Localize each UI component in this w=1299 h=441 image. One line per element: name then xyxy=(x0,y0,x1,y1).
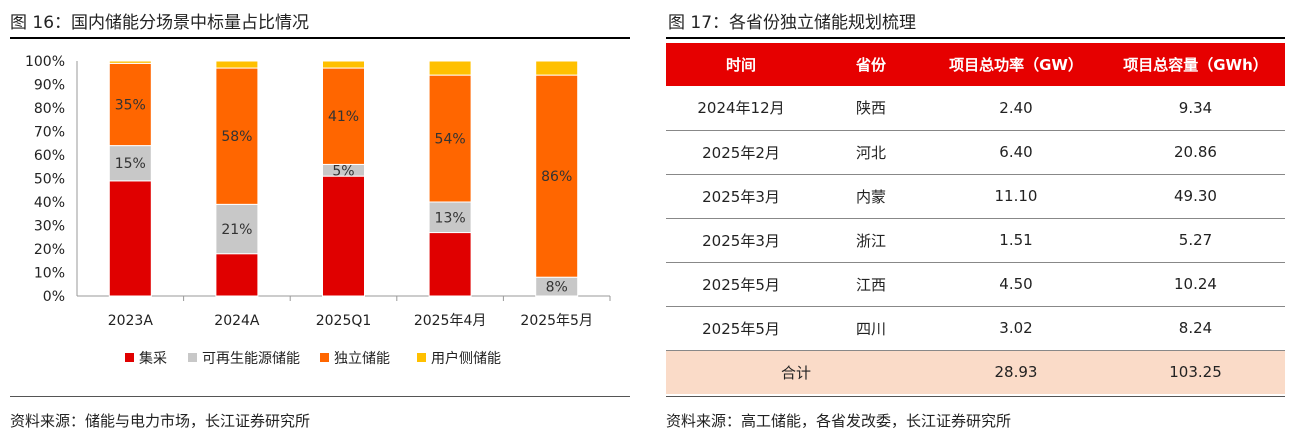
stacked-bar-chart: 0% 10% 20% 30% 40% 50% 60% 70% 80% 90% 100% 15% 35% 2… xyxy=(25,54,611,367)
data-label: 21% xyxy=(221,222,252,238)
y-tick-label: 40% xyxy=(34,195,65,211)
storage-plan-table: 时间 省份 项目总功率（GW） 项目总容量（GWh） 2024年12月 陕西 2… xyxy=(666,43,1285,394)
y-tick-label: 0% xyxy=(43,289,65,305)
cell-power: 6.40 xyxy=(926,130,1106,175)
table-row: 2025年3月 内蒙 11.10 49.30 xyxy=(666,174,1285,219)
cell-capacity: 9.34 xyxy=(1106,86,1285,131)
bar-segment xyxy=(215,60,259,69)
y-tick-label: 60% xyxy=(34,148,65,164)
cell-province: 江西 xyxy=(816,262,926,307)
data-label: 86% xyxy=(541,169,572,185)
bar-segment xyxy=(428,232,472,297)
table-row: 2025年5月 江西 4.50 10.24 xyxy=(666,262,1285,307)
bar-segment xyxy=(535,60,579,76)
cell-capacity: 8.24 xyxy=(1106,306,1285,351)
legend-label: 独立储能 xyxy=(334,351,390,367)
cell-power: 3.02 xyxy=(926,306,1106,351)
left-source-rule xyxy=(10,396,630,397)
bar-segment xyxy=(108,145,152,182)
table-row: 2025年3月 浙江 1.51 5.27 xyxy=(666,218,1285,263)
table-row: 2025年2月 河北 6.40 20.86 xyxy=(666,130,1285,175)
bar-segment xyxy=(428,60,472,76)
y-tick-label: 10% xyxy=(34,266,65,282)
legend-swatch xyxy=(320,353,329,362)
total-capacity: 103.25 xyxy=(1106,350,1285,394)
cell-province: 内蒙 xyxy=(816,174,926,219)
header-province: 省份 xyxy=(816,43,926,86)
data-label: 41% xyxy=(328,109,359,125)
cell-capacity: 10.24 xyxy=(1106,262,1285,307)
cell-time: 2025年2月 xyxy=(666,130,816,175)
legend-label: 用户侧储能 xyxy=(431,350,501,367)
cell-power: 1.51 xyxy=(926,218,1106,263)
cell-province: 河北 xyxy=(816,130,926,175)
y-tick-label: 50% xyxy=(34,172,65,188)
x-tick-label: 2025年5月 xyxy=(520,313,593,329)
cell-capacity: 20.86 xyxy=(1106,130,1285,175)
bar-segment xyxy=(322,67,365,165)
bar-segment xyxy=(215,67,259,205)
legend-label: 集采 xyxy=(139,350,167,367)
cell-power: 2.40 xyxy=(926,86,1106,131)
y-tick-label: 100% xyxy=(25,54,65,70)
cell-time: 2025年5月 xyxy=(666,262,816,307)
header-time: 时间 xyxy=(666,43,816,86)
table-row: 2025年5月 四川 3.02 8.24 xyxy=(666,306,1285,351)
x-tick-label: 2025Q1 xyxy=(316,313,372,329)
right-title-rule xyxy=(666,37,1285,39)
y-tick-label: 30% xyxy=(34,219,65,235)
left-figure-source: 资料来源：储能与电力市场，长江证券研究所 xyxy=(10,412,311,430)
bar-segment xyxy=(428,201,472,234)
cell-time: 2024年12月 xyxy=(666,86,816,131)
table-header-row: 时间 省份 项目总功率（GW） 项目总容量（GWh） xyxy=(666,43,1285,86)
y-tick-label: 80% xyxy=(34,101,65,117)
right-source-rule xyxy=(666,396,1285,397)
left-figure-panel: 图 16：国内储能分场景中标量占比情况 0% 10% 20% 30% 40% 50% 60%… xyxy=(0,0,632,441)
data-label: 5% xyxy=(332,163,354,179)
legend-swatch xyxy=(188,353,197,362)
data-label: 58% xyxy=(221,129,252,145)
right-figure-source: 资料来源：高工储能，各省发改委，长江证券研究所 xyxy=(666,412,1012,430)
y-tick-label: 90% xyxy=(34,78,65,94)
legend-swatch xyxy=(417,353,426,362)
total-label: 合计 xyxy=(666,350,926,394)
y-tick-label: 20% xyxy=(34,242,65,258)
legend-swatch xyxy=(125,353,134,362)
cell-capacity: 5.27 xyxy=(1106,218,1285,263)
header-total-power: 项目总功率（GW） xyxy=(926,43,1106,86)
x-tick-label: 2024A xyxy=(214,313,260,329)
cell-capacity: 49.30 xyxy=(1106,174,1285,219)
data-label: 13% xyxy=(435,210,466,226)
cell-province: 陕西 xyxy=(816,86,926,131)
cell-time: 2025年3月 xyxy=(666,218,816,263)
left-figure-title: 图 16：国内储能分场景中标量占比情况 xyxy=(10,13,310,33)
cell-province: 浙江 xyxy=(816,218,926,263)
bar-segment xyxy=(322,60,365,69)
data-label: 15% xyxy=(115,156,146,172)
cell-time: 2025年5月 xyxy=(666,306,816,351)
header-total-capacity: 项目总容量（GWh） xyxy=(1106,43,1285,86)
x-tick-label: 2023A xyxy=(108,313,154,329)
cell-time: 2025年3月 xyxy=(666,174,816,219)
table-total-row: 合计 28.93 103.25 xyxy=(666,350,1285,394)
bar-segment xyxy=(322,175,365,297)
bar-segment xyxy=(215,253,259,297)
total-power: 28.93 xyxy=(926,350,1106,394)
right-figure-title: 图 17：各省份独立储能规划梳理 xyxy=(668,13,917,33)
right-figure-panel: 图 17：各省份独立储能规划梳理 时间 省份 项目总功率（GW） 项目总容量（G… xyxy=(666,0,1299,441)
data-label: 8% xyxy=(546,280,568,296)
cell-power: 4.50 xyxy=(926,262,1106,307)
x-tick-label: 2025年4月 xyxy=(414,313,487,329)
legend-label: 可再生能源储能 xyxy=(202,351,300,367)
data-label: 54% xyxy=(435,132,466,148)
bar-segment xyxy=(108,180,152,297)
left-title-rule xyxy=(10,37,630,39)
table-row: 2024年12月 陕西 2.40 9.34 xyxy=(666,86,1285,131)
cell-power: 11.10 xyxy=(926,174,1106,219)
y-tick-label: 70% xyxy=(34,125,65,141)
data-label: 35% xyxy=(115,97,146,113)
bar-segment xyxy=(215,203,259,255)
bar-segment xyxy=(108,60,152,64)
cell-province: 四川 xyxy=(816,306,926,351)
